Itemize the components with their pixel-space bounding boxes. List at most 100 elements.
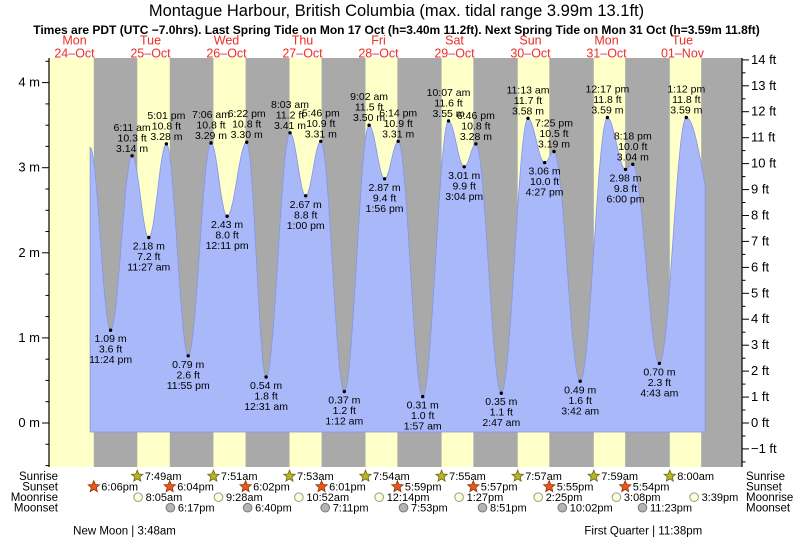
right-axis-label: 0 ft (751, 415, 769, 430)
tide-event-dot (684, 115, 688, 120)
tide-event-label: 3.59 m (670, 105, 702, 117)
tide-event-label: 5:01 pm (147, 110, 185, 122)
tide-event-label: 2.87 m (369, 182, 401, 194)
right-axis-label: 4 ft (751, 311, 769, 326)
moonset-icon (165, 502, 176, 513)
moonset-time: 8:51pm (490, 503, 527, 515)
tide-event-label: 7.2 ft (137, 251, 160, 263)
tide-curve-area (89, 117, 706, 433)
tide-event-dot (108, 328, 113, 332)
tide-event-label: 2.67 m (290, 199, 322, 211)
tide-event-label: 3.28 m (150, 131, 182, 143)
day-name-label: Mon (594, 34, 618, 48)
sunrise-icon (358, 469, 373, 482)
tide-event-label: 7:25 pm (535, 118, 573, 130)
tide-event-dot (264, 375, 268, 379)
tide-event-dot (421, 394, 425, 399)
tide-event-label: 10.3 ft (117, 132, 146, 144)
left-axis-label: 3 m (18, 160, 40, 175)
tide-event-label: 3.58 m (512, 105, 544, 117)
day-date-label: 30–Oct (510, 47, 551, 61)
day-date-label: 27–Oct (282, 47, 323, 61)
tide-event-label: 6:46 pm (457, 110, 495, 122)
tide-event-label: 8.0 ft (215, 230, 238, 242)
tide-event-dot (474, 142, 478, 146)
tide-event-dot (396, 139, 400, 143)
moonrise-icon (133, 492, 143, 503)
sunrise-time: 7:49am (145, 471, 182, 483)
tide-event-label: 3.59 m (591, 105, 623, 117)
tide-event-label: 3.04 m (617, 151, 649, 163)
tide-event-dot (631, 162, 635, 166)
tide-event-label: 0.35 m (485, 396, 517, 408)
tide-event-label: 6:14 pm (379, 107, 417, 119)
right-axis-label: −1 ft (751, 441, 777, 456)
tide-event-label: 4:43 am (640, 387, 678, 399)
day-name-label: Tue (672, 34, 693, 48)
tide-event-label: 1.0 ft (411, 410, 434, 422)
tide-event-label: 8:03 am (271, 99, 309, 111)
sunset-icon (390, 479, 405, 493)
tide-event-label: 9.9 ft (453, 180, 476, 192)
tide-event-label: 10:07 am (427, 87, 471, 99)
tide-event-dot (209, 141, 213, 145)
sunset-icon (618, 479, 632, 493)
day-name-label: Sat (445, 34, 464, 48)
moonrise-icon (689, 492, 699, 503)
tide-event-label: 0.54 m (250, 380, 282, 392)
tide-event-label: 11.7 ft (514, 95, 542, 107)
day-name-label: Fri (371, 34, 386, 48)
moonrise-time: 3:08pm (624, 492, 661, 504)
left-axis-label: 0 m (18, 415, 40, 430)
moonrise-icon (374, 492, 385, 503)
right-axis-label: 1 ft (751, 389, 769, 404)
moonrise-time: 10:52am (306, 492, 349, 504)
astro-row-label-left: Moonrise (11, 492, 58, 504)
tide-event-label: 11:27 am (127, 262, 170, 274)
day-band (49, 58, 94, 467)
chart-title: Montague Harbour, British Columbia (max.… (148, 2, 645, 20)
sunset-icon (542, 479, 556, 493)
tide-event-label: 3.01 m (448, 170, 480, 182)
tide-event-label: 3.29 m (195, 130, 227, 142)
tide-event-label: 2.6 ft (177, 369, 200, 381)
tide-event-label: 2.18 m (133, 241, 165, 253)
tide-event-dot (605, 115, 610, 120)
right-axis-label: 9 ft (751, 182, 769, 197)
tide-event-dot (526, 116, 530, 121)
tide-event-label: 3.31 m (305, 128, 337, 140)
moonset-icon (637, 502, 648, 513)
tide-event-label: 9.8 ft (614, 183, 637, 195)
day-name-label: Wed (214, 34, 240, 48)
tide-event-dot (164, 142, 169, 146)
sunset-time: 5:54pm (633, 482, 670, 494)
tide-event-dot (657, 361, 662, 366)
tide-event-label: 0.49 m (564, 384, 596, 396)
sunrise-icon (663, 469, 677, 482)
tide-event-label: 1.6 ft (569, 395, 592, 407)
tide-event-label: 5:46 pm (302, 107, 340, 119)
tide-event-label: 11.8 ft (672, 94, 700, 106)
sunset-time: 6:06pm (101, 482, 138, 494)
moonrise-time: 9:28am (226, 492, 263, 504)
tide-event-label: 10.8 ft (152, 120, 181, 132)
tide-event-label: 7:06 am (192, 109, 230, 121)
tide-event-dot (225, 214, 229, 218)
tide-event-label: 12:17 pm (586, 84, 630, 96)
moonrise-icon (611, 492, 622, 503)
sunrise-icon (434, 469, 449, 482)
moonset-time: 7:53pm (411, 503, 448, 515)
moonset-icon (242, 502, 253, 513)
tide-event-label: 2.3 ft (648, 377, 671, 389)
sunrise-time: 7:57am (525, 471, 562, 483)
left-axis-label: 2 m (18, 245, 40, 260)
sunrise-time: 7:51am (221, 471, 258, 483)
sunrise-time: 7:54am (373, 471, 410, 483)
right-axis-label: 5 ft (751, 285, 769, 300)
tide-event-label: 3.28 m (460, 131, 492, 143)
day-date-label: 29–Oct (434, 47, 475, 61)
tide-event-label: 3.19 m (538, 139, 570, 151)
tide-event-label: 3.41 m (274, 120, 306, 132)
sunrise-icon (130, 469, 145, 482)
